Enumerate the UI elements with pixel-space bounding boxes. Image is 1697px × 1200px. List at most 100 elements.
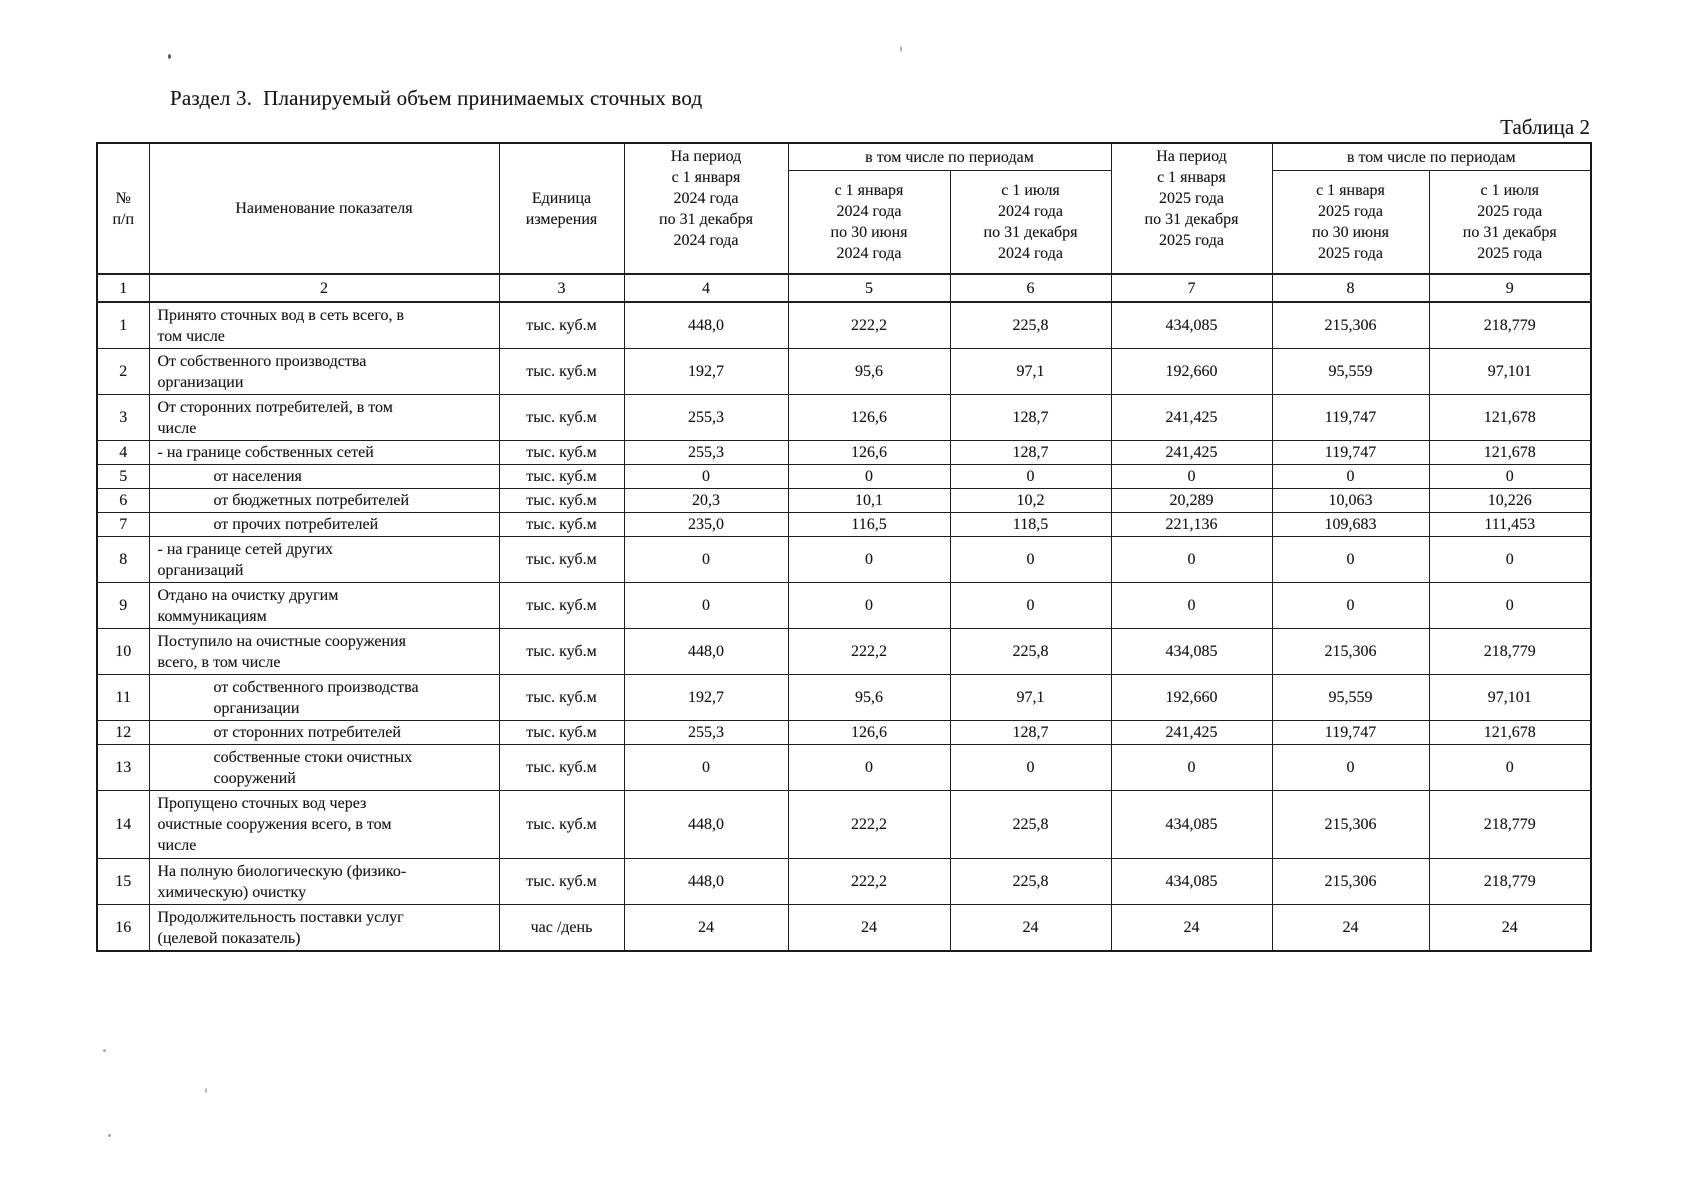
- value-cell: 0: [1271, 582, 1430, 629]
- column-number-cell: 1: [96, 273, 150, 303]
- value-cell: 24: [1271, 904, 1430, 952]
- table-row: 13 собственные стоки очистных сооружений т…: [96, 744, 1592, 791]
- value-cell: 10,226: [1428, 488, 1592, 513]
- value-cell: 0: [787, 582, 951, 629]
- value-cell: 255,3: [623, 440, 789, 465]
- column-number-cell: 7: [1110, 273, 1273, 303]
- row-number-cell: 14: [96, 790, 150, 859]
- value-cell: 218,779: [1428, 628, 1592, 675]
- value-cell: 97,1: [949, 674, 1112, 721]
- row-number-cell: 2: [96, 348, 150, 395]
- table-row: 6 от бюджетных потребителей тыс. куб.м 20,3…: [96, 488, 1592, 513]
- unit-cell: тыс. куб.м: [498, 301, 625, 349]
- row-number-cell: 13: [96, 744, 150, 791]
- column-number-cell: 5: [787, 273, 951, 303]
- unit-cell: тыс. куб.м: [498, 628, 625, 675]
- value-cell: 0: [1110, 582, 1273, 629]
- value-cell: 119,747: [1271, 394, 1430, 441]
- value-cell: 0: [623, 464, 789, 489]
- row-number-cell: 9: [96, 582, 150, 629]
- value-cell: 0: [623, 744, 789, 791]
- value-cell: 192,7: [623, 674, 789, 721]
- table-row: 8- на границе сетей других организаций ты…: [96, 536, 1592, 583]
- column-number-cell: 9: [1428, 273, 1592, 303]
- value-cell: 0: [1271, 744, 1430, 791]
- table-row: 16 Продолжительность поставки услуг (целе…: [96, 904, 1592, 952]
- indicator-name-cell: Принято сточных вод в сеть всего, в том …: [148, 301, 500, 349]
- value-cell: 119,747: [1271, 720, 1430, 745]
- value-cell: 0: [1428, 582, 1592, 629]
- value-cell: 118,5: [949, 512, 1112, 537]
- table-row: 2 От собственного производства организаци…: [96, 348, 1592, 395]
- value-cell: 218,779: [1428, 301, 1592, 349]
- table-row: 7 от прочих потребителей тыс. куб.м 235,0 11…: [96, 512, 1592, 537]
- header-group-2025: в том числе по периодам: [1271, 142, 1592, 171]
- column-number-cell: 8: [1271, 273, 1430, 303]
- indicator-name-cell: от собственного производства организации: [148, 674, 500, 721]
- row-number-cell: 8: [96, 536, 150, 583]
- value-cell: 0: [949, 536, 1112, 583]
- indicator-name-cell: от сторонних потребителей: [148, 720, 500, 745]
- value-cell: 0: [949, 464, 1112, 489]
- scan-speck: [205, 1088, 207, 1093]
- value-cell: 97,101: [1428, 348, 1592, 395]
- table-row: 12 от сторонних потребителей тыс. куб.м 255…: [96, 720, 1592, 745]
- value-cell: 225,8: [949, 628, 1112, 675]
- value-cell: 24: [623, 904, 789, 952]
- row-number-cell: 3: [96, 394, 150, 441]
- value-cell: 128,7: [949, 440, 1112, 465]
- value-cell: 109,683: [1271, 512, 1430, 537]
- indicator-name-cell: - на границе собственных сетей: [148, 440, 500, 465]
- value-cell: 0: [623, 582, 789, 629]
- value-cell: 10,2: [949, 488, 1112, 513]
- value-cell: 95,6: [787, 674, 951, 721]
- header-unit: Единица измерения: [498, 142, 625, 275]
- value-cell: 218,779: [1428, 858, 1592, 905]
- planned-wastewater-volume-table: № п/п Наименование показателя Единица из…: [96, 142, 1592, 952]
- row-number-cell: 15: [96, 858, 150, 905]
- value-cell: 0: [949, 744, 1112, 791]
- value-cell: 20,289: [1110, 488, 1273, 513]
- row-number-cell: 10: [96, 628, 150, 675]
- value-cell: 241,425: [1110, 394, 1273, 441]
- row-number-cell: 4: [96, 440, 150, 465]
- value-cell: 24: [949, 904, 1112, 952]
- value-cell: 128,7: [949, 720, 1112, 745]
- value-cell: 116,5: [787, 512, 951, 537]
- value-cell: 121,678: [1428, 394, 1592, 441]
- value-cell: 10,1: [787, 488, 951, 513]
- value-cell: 10,063: [1271, 488, 1430, 513]
- value-cell: 255,3: [623, 394, 789, 441]
- value-cell: 121,678: [1428, 720, 1592, 745]
- value-cell: 0: [1271, 464, 1430, 489]
- value-cell: 119,747: [1271, 440, 1430, 465]
- scan-speck: [108, 1134, 111, 1137]
- value-cell: 128,7: [949, 394, 1112, 441]
- value-cell: 192,660: [1110, 674, 1273, 721]
- value-cell: 121,678: [1428, 440, 1592, 465]
- value-cell: 221,136: [1110, 512, 1273, 537]
- table-row: 5 от населения тыс. куб.м 0 0 0 0 0 0: [96, 464, 1592, 489]
- value-cell: 448,0: [623, 301, 789, 349]
- unit-cell: тыс. куб.м: [498, 720, 625, 745]
- unit-cell: тыс. куб.м: [498, 348, 625, 395]
- scan-speck: [168, 54, 171, 59]
- column-number-cell: 6: [949, 273, 1112, 303]
- unit-cell: тыс. куб.м: [498, 536, 625, 583]
- value-cell: 215,306: [1271, 790, 1430, 859]
- value-cell: 225,8: [949, 858, 1112, 905]
- table-row: 9 Отдано на очистку другим коммуникациям т…: [96, 582, 1592, 629]
- value-cell: 241,425: [1110, 720, 1273, 745]
- scan-speck: [103, 1049, 106, 1052]
- unit-cell: тыс. куб.м: [498, 582, 625, 629]
- indicator-name-cell: от населения: [148, 464, 500, 489]
- value-cell: 241,425: [1110, 440, 1273, 465]
- row-number-cell: 6: [96, 488, 150, 513]
- value-cell: 448,0: [623, 790, 789, 859]
- value-cell: 0: [623, 536, 789, 583]
- indicator-name-cell: - на границе сетей других организаций: [148, 536, 500, 583]
- unit-cell: тыс. куб.м: [498, 674, 625, 721]
- unit-cell: тыс. куб.м: [498, 440, 625, 465]
- value-cell: 0: [949, 582, 1112, 629]
- row-number-cell: 5: [96, 464, 150, 489]
